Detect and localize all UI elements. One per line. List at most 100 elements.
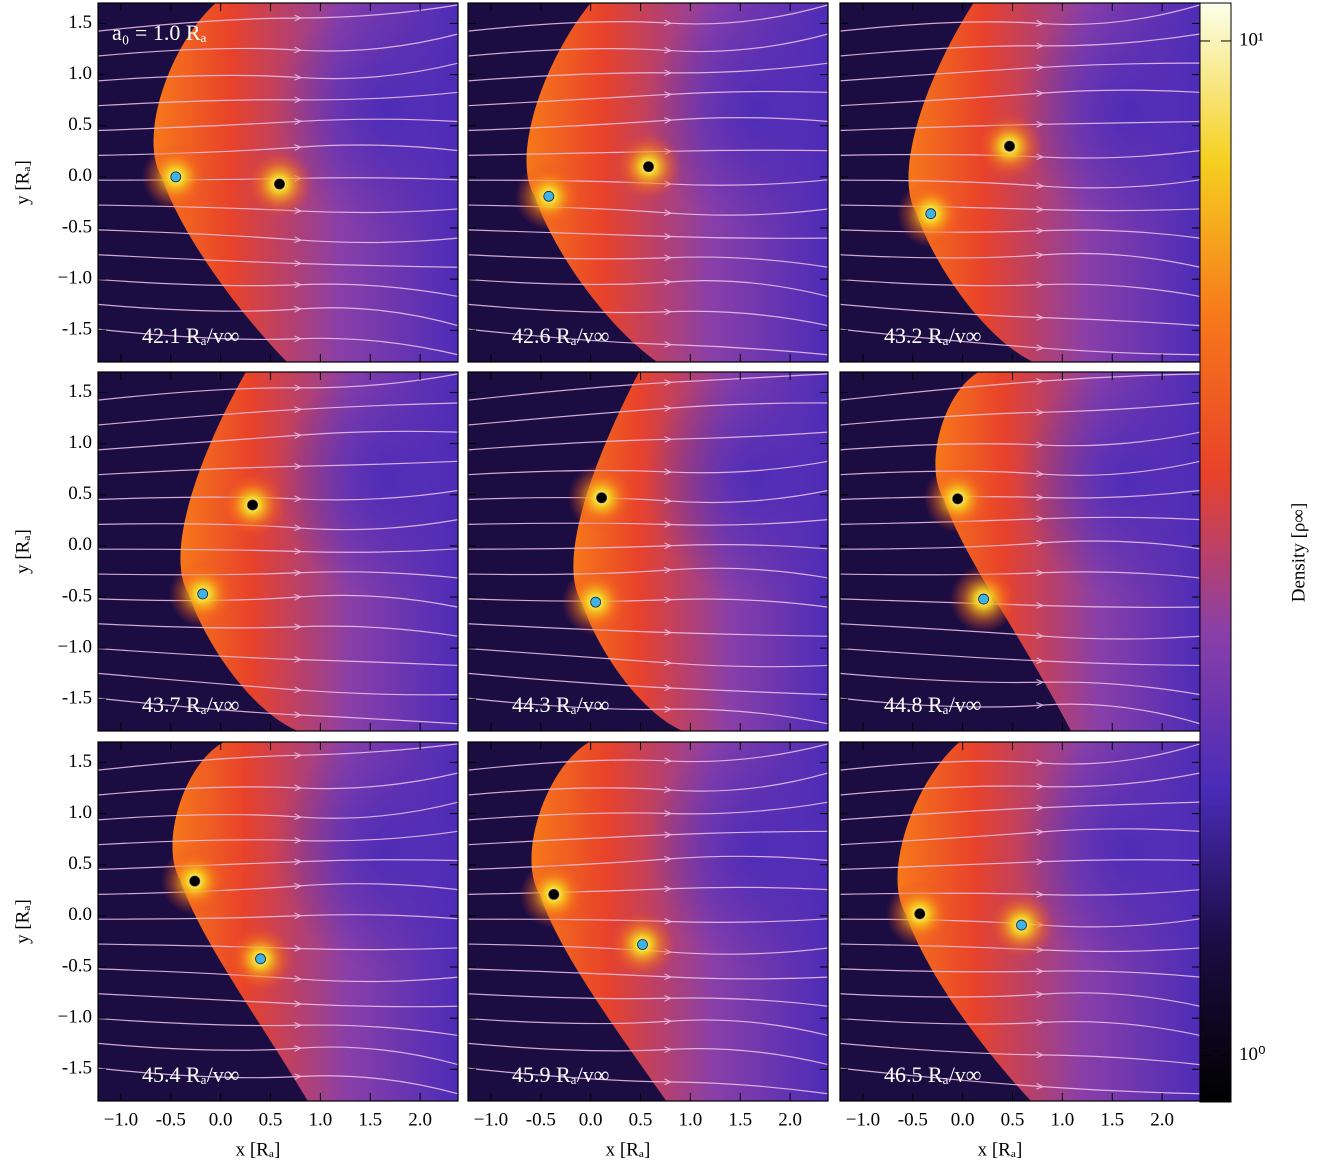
streamline xyxy=(98,772,458,796)
streamline xyxy=(840,254,1200,268)
y-tick-label: −1.0 xyxy=(58,637,92,658)
streamline xyxy=(840,1017,1200,1037)
streamline xyxy=(840,572,1200,579)
streamline xyxy=(840,672,1200,696)
streamline xyxy=(840,541,1200,550)
time-label: 42.1 Rₐ/v∞ xyxy=(142,323,240,348)
streamline xyxy=(468,519,828,525)
low-density-blob xyxy=(276,3,458,231)
streamline xyxy=(98,915,458,920)
time-label: 43.2 Rₐ/v∞ xyxy=(884,323,982,348)
low-density-blob xyxy=(1018,3,1200,231)
panel: 43.2 Rₐ/v∞ xyxy=(839,2,1201,363)
streamline xyxy=(840,743,1200,771)
streamline xyxy=(98,1067,458,1095)
y-axis-label: y [Rₐ] xyxy=(12,899,33,944)
streamline xyxy=(468,4,828,32)
streamline xyxy=(840,801,1200,821)
streamline xyxy=(98,254,458,268)
y-tick-label: 0.0 xyxy=(68,165,92,186)
y-tick-label: 1.0 xyxy=(68,432,92,453)
streamline xyxy=(840,460,1200,475)
streamline xyxy=(468,489,828,502)
streamline xyxy=(98,303,458,327)
streamline xyxy=(98,968,458,983)
point-mass xyxy=(643,161,654,173)
point-mass xyxy=(247,499,258,511)
streamline xyxy=(840,623,1200,640)
time-label: 45.4 Rₐ/v∞ xyxy=(142,1062,240,1087)
streamline xyxy=(840,62,1200,82)
streamline xyxy=(468,1042,828,1066)
panel: 44.8 Rₐ/v∞ xyxy=(839,371,1201,732)
streamline xyxy=(840,969,1200,978)
streamline xyxy=(98,402,458,426)
streamline xyxy=(468,117,828,132)
streamline xyxy=(98,595,458,608)
streamline xyxy=(98,697,458,725)
x-tick-label: 2.0 xyxy=(408,1109,432,1130)
x-tick-label: 1.5 xyxy=(358,1109,382,1130)
streamline xyxy=(98,801,458,821)
y-tick-label: −1.0 xyxy=(58,268,92,289)
streamline xyxy=(98,743,458,771)
colorbar-tick-label: 10¹ xyxy=(1239,29,1264,50)
streamline xyxy=(468,90,828,107)
streamline xyxy=(840,993,1200,1007)
streamline xyxy=(840,828,1200,846)
y-tick-label: -1.5 xyxy=(62,688,92,709)
point-mass xyxy=(543,190,555,202)
streamline xyxy=(840,179,1200,188)
panel: −1.0 -0.5 0.0 0.5 1.0 1.5 2.01.51.00.50.0-0.5−… xyxy=(12,741,459,1160)
streamline xyxy=(468,62,828,82)
streamline xyxy=(98,549,458,552)
streamline xyxy=(98,830,458,846)
streamline xyxy=(468,431,828,451)
streamline xyxy=(840,402,1200,426)
streamline xyxy=(840,278,1200,298)
streamline xyxy=(840,517,1200,525)
streamline xyxy=(98,943,458,950)
panel-frame xyxy=(97,2,459,363)
point-mass xyxy=(637,939,648,950)
streamline xyxy=(468,280,828,298)
panel: −1.0 -0.5 0.0 0.5 1.0 1.5 2.0 46.5 Rₐ/v∞ x [Rₐ] xyxy=(839,741,1201,1160)
y-tick-label: 0.5 xyxy=(68,853,92,874)
x-tick-label: 0.0 xyxy=(579,1109,603,1130)
density-map xyxy=(468,742,828,1101)
x-tick-label: 1.5 xyxy=(728,1109,752,1130)
streamline xyxy=(840,431,1200,451)
point-mass xyxy=(274,178,285,190)
x-tick-label: 2.0 xyxy=(778,1109,802,1130)
y-tick-label: 1.0 xyxy=(68,802,92,823)
streamline xyxy=(840,1042,1200,1066)
streamline xyxy=(468,1017,828,1037)
point-mass xyxy=(914,908,926,920)
streamline xyxy=(468,545,828,550)
density-map xyxy=(98,742,458,1101)
density-map xyxy=(840,3,1200,362)
colorbar-label: Density [ρ∞] xyxy=(1288,503,1309,603)
x-axis-label: x [Rₐ] xyxy=(978,1139,1023,1160)
streamline xyxy=(468,460,828,476)
streamline xyxy=(840,860,1200,871)
point-mass xyxy=(596,492,608,504)
streamline xyxy=(98,119,458,132)
streamline xyxy=(98,623,458,637)
low-density-blob xyxy=(276,742,458,970)
streamline xyxy=(840,1067,1200,1095)
point-mass xyxy=(548,888,560,900)
point-mass xyxy=(590,596,602,608)
x-tick-label: 0.5 xyxy=(629,1109,653,1130)
point-mass xyxy=(189,875,201,887)
x-axis-label: x [Rₐ] xyxy=(236,1139,281,1160)
y-axis-label: y [Rₐ] xyxy=(12,160,33,205)
streamline xyxy=(98,519,458,530)
streamline xyxy=(468,328,828,356)
x-tick-label: 2.0 xyxy=(1150,1109,1174,1130)
streamline xyxy=(840,598,1200,607)
y-tick-label: 0.5 xyxy=(68,114,92,135)
streamline xyxy=(468,402,828,426)
streamline xyxy=(468,647,828,668)
streamline xyxy=(468,993,828,1007)
